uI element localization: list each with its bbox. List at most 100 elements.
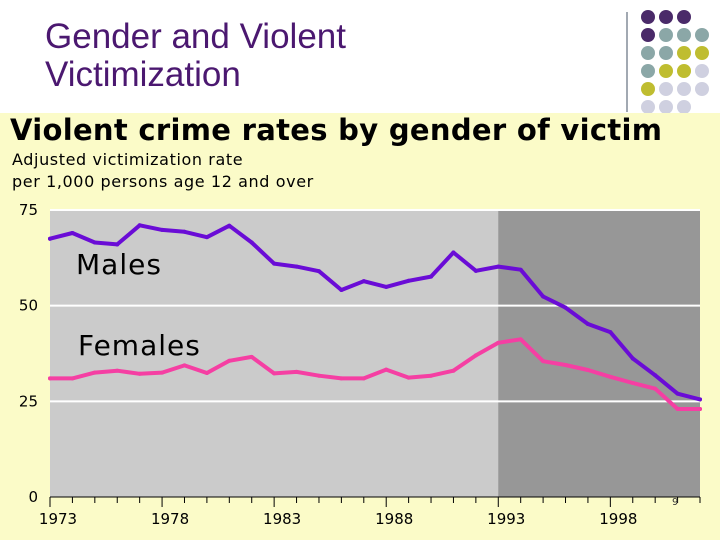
males-point: [137, 223, 142, 228]
females-point: [630, 380, 635, 385]
males-point: [585, 322, 590, 327]
females-point: [451, 368, 456, 373]
decor-dot: [677, 28, 691, 42]
x-tick-label: 1978: [151, 510, 189, 528]
decor-dot: [695, 82, 709, 96]
females-point: [92, 370, 97, 375]
y-tick-label: 25: [19, 392, 38, 410]
males-point: [249, 240, 254, 245]
females-point: [70, 376, 75, 381]
males-point: [541, 294, 546, 299]
decor-dot: [659, 64, 673, 78]
females-point: [384, 367, 389, 372]
females-point: [653, 386, 658, 391]
males-point: [384, 284, 389, 289]
decor-dot: [677, 10, 691, 24]
series-label: Females: [78, 329, 201, 362]
females-point: [406, 375, 411, 380]
females-point: [675, 406, 680, 411]
decor-dot: [641, 82, 655, 96]
females-line: [48, 337, 702, 411]
decor-dot: [659, 28, 673, 42]
y-tick-label: 0: [28, 488, 38, 506]
males-point: [316, 269, 321, 274]
decor-dot: [641, 10, 655, 24]
females-point: [518, 337, 523, 342]
x-tick-label: 1988: [375, 510, 413, 528]
females-point: [249, 354, 254, 359]
males-line: [48, 223, 702, 402]
females-point: [137, 371, 142, 376]
females-point: [585, 367, 590, 372]
females-point: [204, 371, 209, 376]
females-point: [608, 374, 613, 379]
decor-dot: [677, 64, 691, 78]
males-point: [204, 235, 209, 240]
females-point: [272, 371, 277, 376]
series-label: Males: [76, 248, 162, 281]
decor-dot: [695, 46, 709, 60]
females-point: [115, 368, 120, 373]
slide-title-line1: Gender and Violent: [45, 17, 346, 56]
females-point: [429, 373, 434, 378]
females-point: [316, 373, 321, 378]
males-point: [429, 274, 434, 279]
x-tick-label: 1983: [263, 510, 301, 528]
males-point: [182, 229, 187, 234]
males-point: [361, 279, 366, 284]
chart-subtitle-line2: per 1,000 persons age 12 and over: [12, 172, 314, 191]
males-point: [294, 264, 299, 269]
decor-dot: [677, 82, 691, 96]
x-tick-label: 1993: [487, 510, 525, 528]
y-tick-label: 50: [19, 297, 38, 315]
decor-dot: [659, 82, 673, 96]
females-point: [182, 363, 187, 368]
females-point: [160, 370, 165, 375]
decor-dot: [677, 100, 691, 114]
decor-dot: [641, 28, 655, 42]
y-tick-label: 75: [19, 201, 38, 219]
females-point: [339, 376, 344, 381]
males-point: [653, 373, 658, 378]
males-point: [473, 268, 478, 273]
slide-title-line2: Victimization: [45, 55, 241, 94]
females-point: [361, 376, 366, 381]
chart-title: Violent crime rates by gender of victim: [10, 113, 663, 147]
females-point: [698, 406, 702, 411]
decor-dot: [641, 46, 655, 60]
shaded-region: [498, 210, 700, 497]
females-point: [227, 358, 232, 363]
males-point: [675, 391, 680, 396]
males-point: [496, 264, 501, 269]
males-point: [115, 242, 120, 247]
decor-dot: [659, 100, 673, 114]
males-point: [608, 330, 613, 335]
chart-subtitle-line1: Adjusted victimization rate: [12, 150, 244, 169]
males-point: [92, 240, 97, 245]
x-tick-label: 1998: [599, 510, 637, 528]
decor-dot: [641, 100, 655, 114]
x-tick-label: 1973: [39, 510, 77, 528]
decor-dot: [659, 10, 673, 24]
males-point: [48, 236, 52, 241]
decor-divider-line: [626, 12, 628, 112]
decor-dot-grid: [641, 10, 709, 114]
females-point: [294, 369, 299, 374]
females-point: [563, 362, 568, 367]
decor-dot: [695, 28, 709, 42]
males-point: [451, 250, 456, 255]
males-point: [563, 305, 568, 310]
males-point: [160, 227, 165, 232]
decor-dot: [659, 46, 673, 60]
males-point: [406, 278, 411, 283]
females-point: [473, 353, 478, 358]
page-number: 9: [672, 497, 678, 508]
decor-dot: [677, 46, 691, 60]
males-point: [70, 230, 75, 235]
slide-title: Gender and Violent Victimization: [45, 18, 605, 94]
males-point: [698, 397, 702, 402]
males-point: [518, 267, 523, 272]
males-point: [630, 356, 635, 361]
males-point: [227, 223, 232, 228]
